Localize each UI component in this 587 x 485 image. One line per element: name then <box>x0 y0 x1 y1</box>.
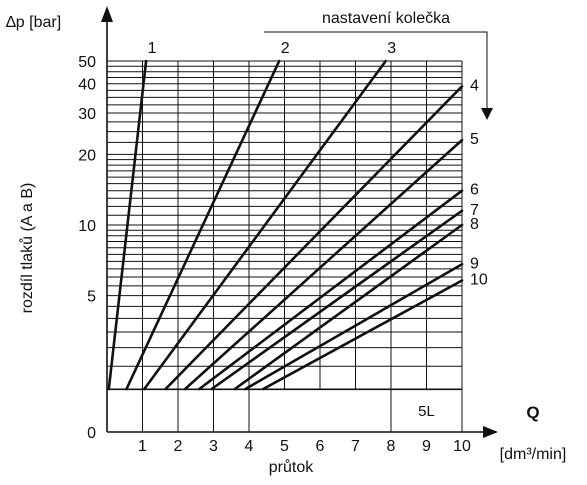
x-tick-label: 2 <box>174 438 183 455</box>
series-label: 6 <box>470 182 479 199</box>
y-tick-label: 50 <box>78 54 96 71</box>
y-tick-label: 30 <box>78 106 96 123</box>
series-line-5 <box>183 138 464 391</box>
series-label: 4 <box>470 77 479 94</box>
series-line-7 <box>210 209 464 391</box>
x-tick-label: 10 <box>453 438 471 455</box>
x-tick-label: 1 <box>138 438 147 455</box>
axes <box>101 6 498 438</box>
series-line-10 <box>261 279 464 391</box>
series-line-4 <box>164 85 464 391</box>
x-tick-label: 3 <box>209 438 218 455</box>
x-tick-label: 5 <box>280 438 289 455</box>
x-tick-label: 4 <box>245 438 254 455</box>
x-axis-letter: Q <box>526 403 539 422</box>
x-tick-label: 8 <box>387 438 396 455</box>
x-tick-label: 7 <box>351 438 360 455</box>
legend-bracket-arrow <box>481 108 493 120</box>
x-axis-arrow <box>483 426 498 438</box>
y-axis-label: rozdíl tlaků (A a B) <box>18 183 36 314</box>
x-tick-label: 9 <box>422 438 431 455</box>
y-axis-arrow <box>101 6 113 22</box>
series-label: 7 <box>470 202 479 219</box>
legend-bracket <box>264 31 488 114</box>
y-tick-label: 5 <box>87 289 96 306</box>
y-axis-title: ∆p [bar] <box>6 14 61 31</box>
y-tick-label: 10 <box>78 218 96 235</box>
y-tick-label: 20 <box>78 147 96 164</box>
series-line-8 <box>233 223 464 391</box>
legend-title: nastavení kolečka <box>322 10 450 27</box>
series-line-3 <box>143 59 387 391</box>
x-axis-label: průtok <box>269 458 314 476</box>
series-label: 2 <box>281 40 290 57</box>
annotation-5l: 5L <box>418 403 435 420</box>
series-lines <box>107 59 464 391</box>
x-axis-unit: [dm³/min] <box>500 446 567 463</box>
series-label: 3 <box>387 40 396 57</box>
series-label: 5 <box>470 131 479 148</box>
series-line-2 <box>125 59 281 391</box>
series-label: 8 <box>470 216 479 233</box>
series-line-9 <box>244 263 464 391</box>
x-tick-label: 6 <box>316 438 325 455</box>
series-line-1 <box>107 59 148 391</box>
series-line-6 <box>198 189 464 391</box>
series-label: 10 <box>470 272 488 289</box>
series-label: 1 <box>148 40 157 57</box>
y-tick-label: 40 <box>78 77 96 94</box>
series-label: 9 <box>470 255 479 272</box>
y-tick-label: 0 <box>87 425 96 442</box>
